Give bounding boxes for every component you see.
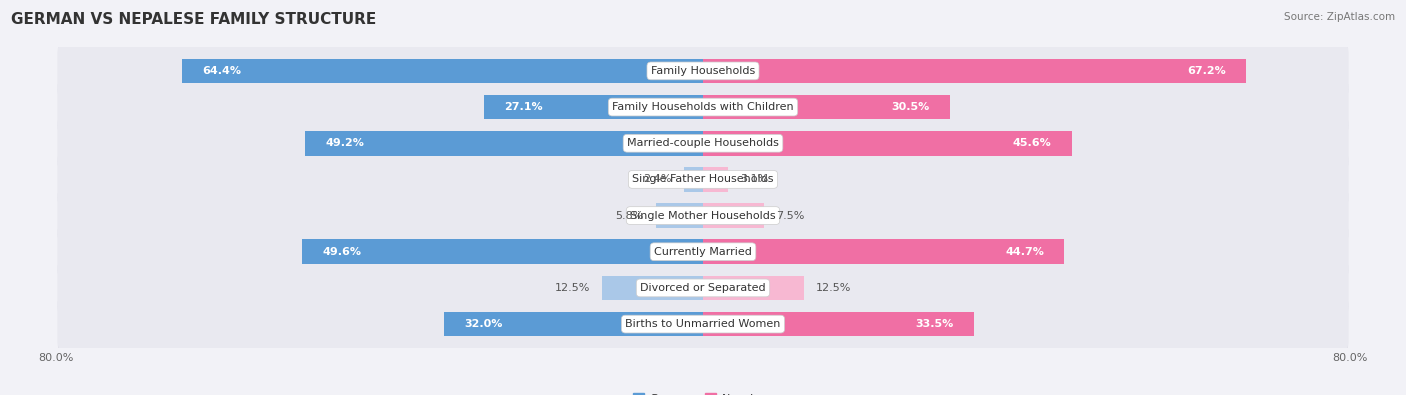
Text: Currently Married: Currently Married [654, 247, 752, 257]
Text: Divorced or Separated: Divorced or Separated [640, 283, 766, 293]
Bar [302, 239, 703, 264]
Text: Births to Unmarried Women: Births to Unmarried Women [626, 319, 780, 329]
FancyBboxPatch shape [58, 259, 1348, 317]
Bar [703, 239, 1064, 264]
Text: 30.5%: 30.5% [891, 102, 929, 112]
Text: Married-couple Households: Married-couple Households [627, 138, 779, 148]
Bar [484, 95, 703, 119]
Bar [683, 167, 703, 192]
FancyBboxPatch shape [58, 186, 1348, 243]
Text: 44.7%: 44.7% [1005, 247, 1045, 257]
Bar [305, 131, 703, 156]
FancyBboxPatch shape [58, 150, 1348, 208]
Text: Single Father Households: Single Father Households [633, 175, 773, 184]
Text: Source: ZipAtlas.com: Source: ZipAtlas.com [1284, 12, 1395, 22]
Text: 12.5%: 12.5% [554, 283, 591, 293]
Text: 27.1%: 27.1% [505, 102, 543, 112]
Text: GERMAN VS NEPALESE FAMILY STRUCTURE: GERMAN VS NEPALESE FAMILY STRUCTURE [11, 12, 377, 27]
Bar [703, 276, 804, 300]
FancyBboxPatch shape [58, 295, 1348, 353]
FancyBboxPatch shape [58, 78, 1348, 136]
FancyBboxPatch shape [58, 259, 1348, 316]
Text: 33.5%: 33.5% [915, 319, 953, 329]
Text: Family Households: Family Households [651, 66, 755, 76]
FancyBboxPatch shape [58, 150, 1348, 207]
Text: 7.5%: 7.5% [776, 211, 804, 220]
Text: 5.8%: 5.8% [616, 211, 644, 220]
FancyBboxPatch shape [58, 114, 1348, 171]
FancyBboxPatch shape [58, 295, 1348, 352]
Bar [703, 167, 728, 192]
Text: 67.2%: 67.2% [1187, 66, 1226, 76]
Bar [444, 312, 703, 337]
Text: 49.6%: 49.6% [322, 247, 361, 257]
Text: 12.5%: 12.5% [815, 283, 852, 293]
Bar [703, 58, 1246, 83]
Bar [703, 95, 949, 119]
Text: 32.0%: 32.0% [464, 319, 503, 329]
Text: 45.6%: 45.6% [1012, 138, 1052, 148]
Text: 64.4%: 64.4% [202, 66, 242, 76]
FancyBboxPatch shape [58, 42, 1348, 100]
FancyBboxPatch shape [58, 222, 1348, 280]
FancyBboxPatch shape [58, 41, 1348, 99]
FancyBboxPatch shape [58, 187, 1348, 245]
FancyBboxPatch shape [58, 114, 1348, 172]
FancyBboxPatch shape [58, 78, 1348, 135]
Text: Single Mother Households: Single Mother Households [630, 211, 776, 220]
Bar [703, 131, 1071, 156]
Text: 3.1%: 3.1% [740, 175, 769, 184]
Bar [183, 58, 703, 83]
Text: 49.2%: 49.2% [325, 138, 364, 148]
FancyBboxPatch shape [58, 223, 1348, 281]
Bar [657, 203, 703, 228]
Text: Family Households with Children: Family Households with Children [612, 102, 794, 112]
Bar [602, 276, 703, 300]
Bar [703, 203, 763, 228]
Bar [703, 312, 974, 337]
Text: 2.4%: 2.4% [643, 175, 672, 184]
Legend: German, Nepalese: German, Nepalese [628, 389, 778, 395]
